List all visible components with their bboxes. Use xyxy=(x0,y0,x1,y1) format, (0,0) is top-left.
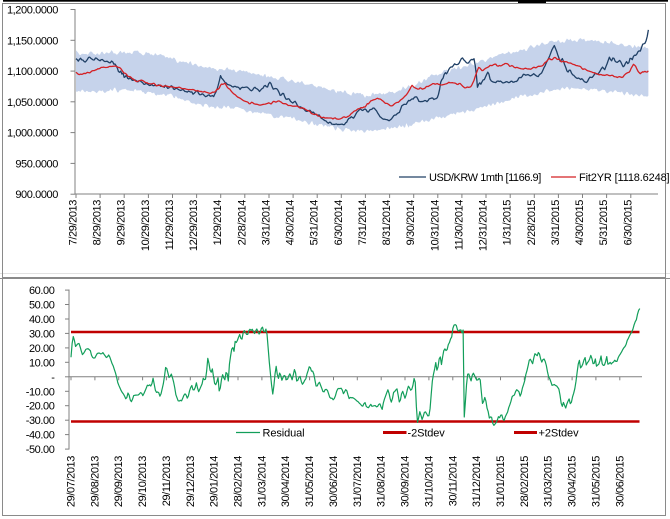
svg-text:10.00: 10.00 xyxy=(29,357,55,369)
svg-text:8/31/2014: 8/31/2014 xyxy=(381,200,393,246)
svg-text:1,150.0000: 1,150.0000 xyxy=(7,35,58,47)
svg-text:-30.00: -30.00 xyxy=(26,415,55,427)
svg-text:3/31/2014: 3/31/2014 xyxy=(261,200,273,246)
svg-text:7/29/2013: 7/29/2013 xyxy=(68,200,80,246)
svg-text:950.0000: 950.0000 xyxy=(15,158,58,170)
svg-text:6/30/2015: 6/30/2015 xyxy=(622,200,634,246)
svg-text:30/04/2014: 30/04/2014 xyxy=(280,456,292,507)
svg-text:28/02/2014: 28/02/2014 xyxy=(233,456,245,507)
svg-text:-10.00: -10.00 xyxy=(26,386,55,398)
svg-text:1,000.0000: 1,000.0000 xyxy=(7,128,58,140)
svg-text:3/31/2015: 3/31/2015 xyxy=(550,200,562,246)
svg-text:4/30/2014: 4/30/2014 xyxy=(285,200,297,246)
svg-text:29/10/2013: 29/10/2013 xyxy=(137,456,149,507)
svg-text:28/02/2015: 28/02/2015 xyxy=(519,456,531,507)
svg-text:30/11/2014: 30/11/2014 xyxy=(447,456,459,507)
svg-text:31/03/2014: 31/03/2014 xyxy=(256,456,268,507)
svg-text:11/30/2014: 11/30/2014 xyxy=(453,200,465,251)
svg-text:30/09/2014: 30/09/2014 xyxy=(400,456,412,507)
svg-text:4/30/2015: 4/30/2015 xyxy=(574,200,586,246)
svg-text:-50.00: -50.00 xyxy=(26,444,55,456)
svg-text:6/30/2014: 6/30/2014 xyxy=(333,200,345,246)
svg-text:30/06/2015: 30/06/2015 xyxy=(614,456,626,507)
svg-text:30/04/2015: 30/04/2015 xyxy=(567,456,579,507)
svg-text:29/12/2013: 29/12/2013 xyxy=(185,456,197,507)
svg-text:50.00: 50.00 xyxy=(29,300,55,312)
svg-text:31/01/2015: 31/01/2015 xyxy=(495,456,507,507)
svg-text:5/31/2014: 5/31/2014 xyxy=(309,200,321,246)
svg-text:29/07/2013: 29/07/2013 xyxy=(66,456,78,507)
svg-text:29/08/2013: 29/08/2013 xyxy=(89,456,101,507)
svg-text:Fit2YR [1118.6248]: Fit2YR [1118.6248] xyxy=(579,172,670,184)
svg-text:900.0000: 900.0000 xyxy=(15,189,58,201)
svg-text:-2Stdev: -2Stdev xyxy=(408,428,446,440)
svg-text:1,200.0000: 1,200.0000 xyxy=(7,5,58,17)
svg-text:-40.00: -40.00 xyxy=(26,430,55,442)
svg-text:60.00: 60.00 xyxy=(29,285,55,297)
svg-text:+2Stdev: +2Stdev xyxy=(539,428,580,440)
svg-text:40.00: 40.00 xyxy=(29,314,55,326)
svg-text:11/29/2013: 11/29/2013 xyxy=(164,200,176,251)
svg-text:USD/KRW 1mth [1166.9]: USD/KRW 1mth [1166.9] xyxy=(429,172,541,184)
svg-text:12/29/2013: 12/29/2013 xyxy=(188,200,200,251)
svg-text:31/08/2014: 31/08/2014 xyxy=(376,456,388,507)
svg-text:-: - xyxy=(51,372,55,384)
svg-text:31/05/2014: 31/05/2014 xyxy=(304,456,316,507)
svg-text:31/12/2014: 31/12/2014 xyxy=(471,456,483,507)
svg-text:30.00: 30.00 xyxy=(29,328,55,340)
svg-text:31/03/2015: 31/03/2015 xyxy=(543,456,555,507)
svg-text:1/29/2014: 1/29/2014 xyxy=(212,200,224,246)
svg-text:31/10/2014: 31/10/2014 xyxy=(423,456,435,507)
svg-text:2/28/2014: 2/28/2014 xyxy=(236,200,248,246)
svg-text:31/07/2014: 31/07/2014 xyxy=(352,456,364,507)
svg-text:2/28/2015: 2/28/2015 xyxy=(526,200,538,246)
svg-text:30/06/2014: 30/06/2014 xyxy=(328,456,340,507)
svg-text:29/09/2013: 29/09/2013 xyxy=(113,456,125,507)
svg-text:12/31/2014: 12/31/2014 xyxy=(478,200,490,251)
svg-text:1,100.0000: 1,100.0000 xyxy=(7,66,58,78)
svg-text:10/29/2013: 10/29/2013 xyxy=(140,200,152,251)
svg-text:31/05/2015: 31/05/2015 xyxy=(590,456,602,507)
svg-text:29/01/2014: 29/01/2014 xyxy=(209,456,221,507)
svg-text:9/30/2014: 9/30/2014 xyxy=(405,200,417,246)
svg-text:8/29/2013: 8/29/2013 xyxy=(92,200,104,246)
svg-text:-20.00: -20.00 xyxy=(26,401,55,413)
svg-text:7/31/2014: 7/31/2014 xyxy=(357,200,369,246)
svg-text:9/29/2013: 9/29/2013 xyxy=(116,200,128,246)
svg-text:10/31/2014: 10/31/2014 xyxy=(429,200,441,251)
svg-text:1,050.0000: 1,050.0000 xyxy=(7,97,58,109)
svg-text:20.00: 20.00 xyxy=(29,343,55,355)
svg-text:29/11/2013: 29/11/2013 xyxy=(161,456,173,507)
svg-text:1/31/2015: 1/31/2015 xyxy=(502,200,514,246)
svg-text:5/31/2015: 5/31/2015 xyxy=(598,200,610,246)
svg-text:Residual: Residual xyxy=(263,428,305,440)
